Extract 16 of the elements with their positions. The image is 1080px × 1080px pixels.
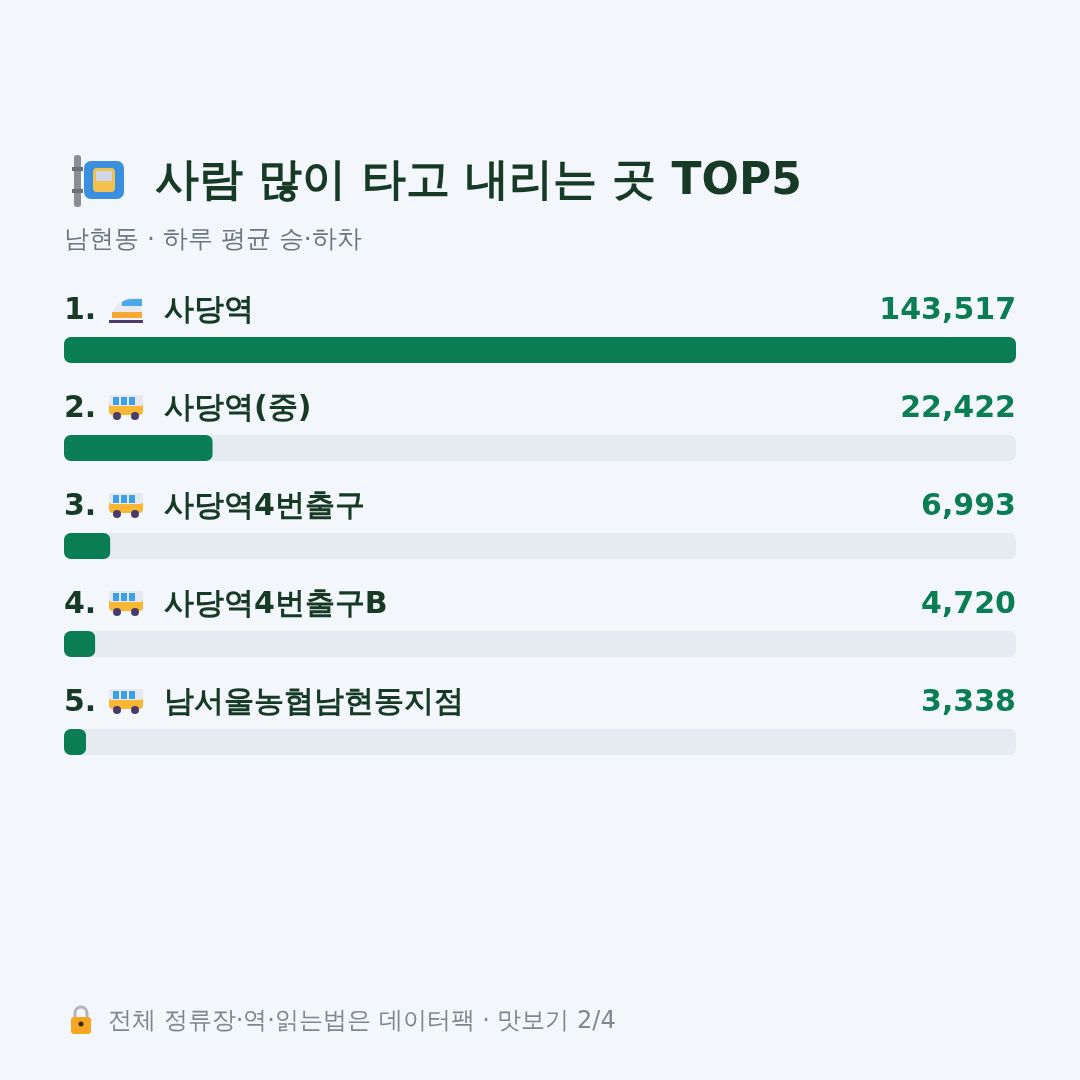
data-label: 4,720 xyxy=(921,585,1016,620)
category-label: 3. 사당역4번출구 xyxy=(64,487,365,522)
bar xyxy=(64,533,111,559)
chart-title: 사람 많이 타고 내리는 곳 TOP5 xyxy=(155,152,802,206)
data-label: 3,338 xyxy=(921,683,1016,718)
chart-subtitle: 남현동 · 하루 평균 승·하차 xyxy=(64,223,362,255)
bar xyxy=(64,631,96,657)
bar xyxy=(64,435,213,461)
category-label: 1. 사당역 xyxy=(64,291,254,326)
data-label: 143,517 xyxy=(879,291,1016,326)
category-label: 2. 사당역(중) xyxy=(64,389,312,424)
data-label: 6,993 xyxy=(921,487,1016,522)
data-label: 22,422 xyxy=(900,389,1016,424)
text: 전체 정류장·역·읽는법은 데이터팩 · 맛보기 2/4 xyxy=(108,1005,616,1036)
category-label: 4. 사당역4번출구B xyxy=(64,585,388,620)
category-label: 5. 남서울농협남현동지점 xyxy=(64,683,464,718)
